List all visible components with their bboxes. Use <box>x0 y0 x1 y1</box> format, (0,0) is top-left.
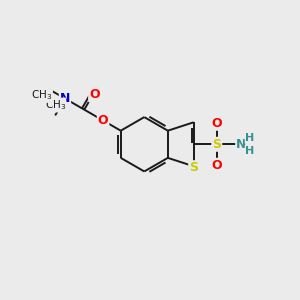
Text: CH$_3$: CH$_3$ <box>45 98 66 112</box>
Text: O: O <box>98 114 108 127</box>
Text: H: H <box>245 146 255 156</box>
Text: O: O <box>212 159 222 172</box>
Text: O: O <box>89 88 100 101</box>
Text: N: N <box>236 138 247 151</box>
Text: N: N <box>60 92 70 105</box>
Text: O: O <box>212 117 222 130</box>
Text: S: S <box>212 138 221 151</box>
Text: H: H <box>245 133 255 143</box>
Text: S: S <box>189 161 198 174</box>
Text: CH$_3$: CH$_3$ <box>31 88 52 102</box>
